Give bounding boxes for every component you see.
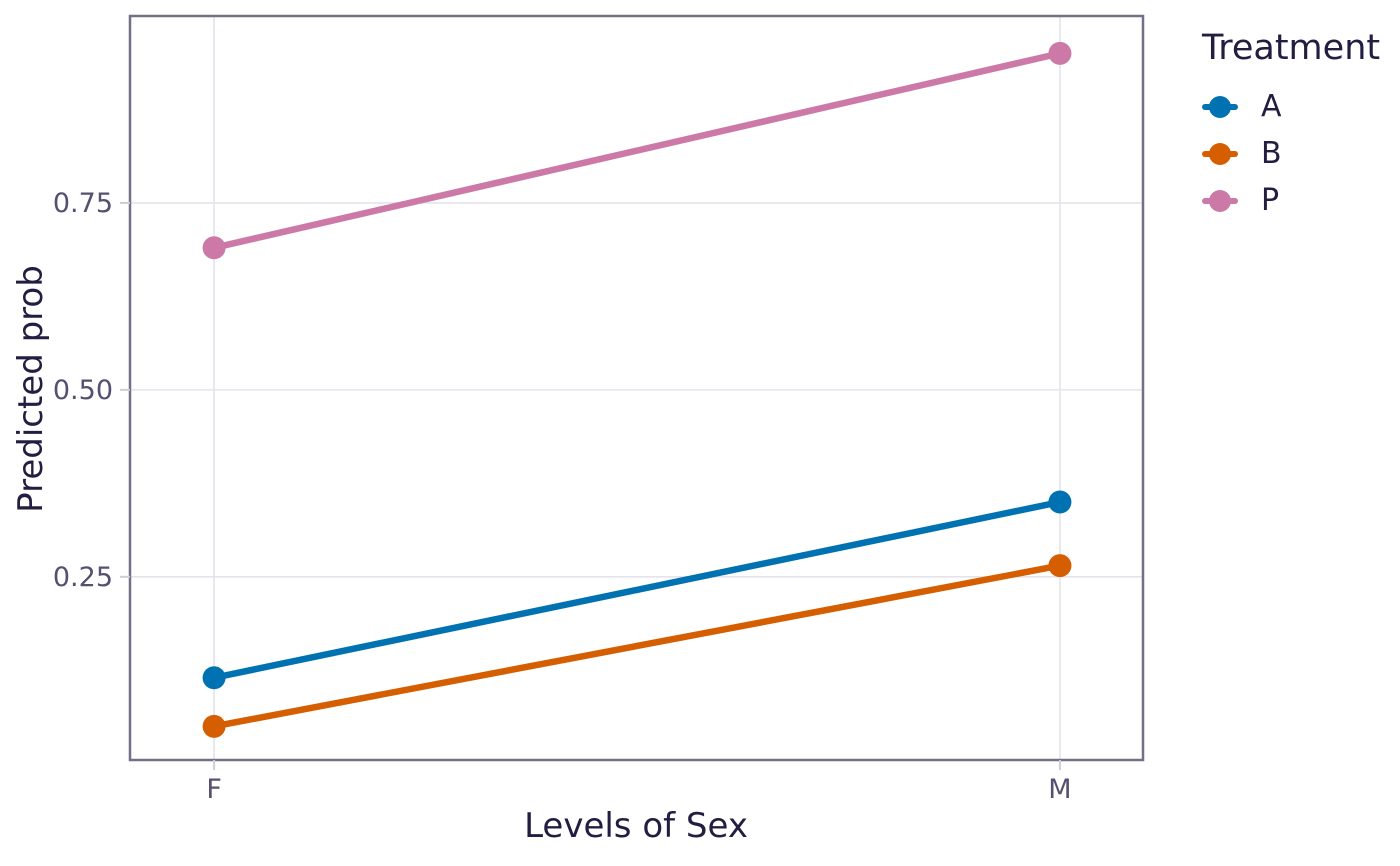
point-p-m: [1048, 41, 1072, 65]
legend-label-b: B: [1261, 136, 1282, 171]
legend-item-b: B: [1202, 130, 1380, 177]
point-a-m: [1048, 490, 1072, 514]
y-tick-label: 0.25: [53, 562, 113, 593]
legend-key-p: [1202, 189, 1238, 213]
legend: Treatment A B P: [1202, 28, 1380, 224]
legend-key-dot-icon: [1209, 189, 1231, 212]
legend-title: Treatment: [1202, 28, 1381, 68]
y-tick-label: 0.50: [53, 375, 113, 406]
series-line-b: [210, 562, 1064, 730]
legend-item-p: P: [1202, 177, 1380, 224]
point-b-f: [202, 714, 226, 738]
legend-label-p: P: [1261, 183, 1280, 218]
legend-item-a: A: [1202, 83, 1380, 130]
series-line-a: [210, 498, 1064, 681]
legend-key-b: [1202, 142, 1238, 166]
legend-label-a: A: [1261, 89, 1282, 124]
y-axis-title: Predicted prob: [11, 265, 51, 513]
x-tick-label-m: M: [1048, 774, 1071, 805]
legend-key-a: [1202, 95, 1238, 119]
x-tick-label-f: F: [206, 774, 222, 805]
legend-key-dot-icon: [1209, 142, 1231, 165]
series-line-p: [210, 50, 1064, 252]
legend-key-dot-icon: [1209, 95, 1231, 118]
x-axis-title: Levels of Sex: [524, 806, 748, 846]
y-tick-label: 0.75: [53, 188, 113, 219]
point-p-f: [202, 236, 226, 260]
panel-border: [128, 14, 1145, 762]
point-a-f: [202, 666, 226, 690]
point-b-m: [1048, 554, 1072, 578]
